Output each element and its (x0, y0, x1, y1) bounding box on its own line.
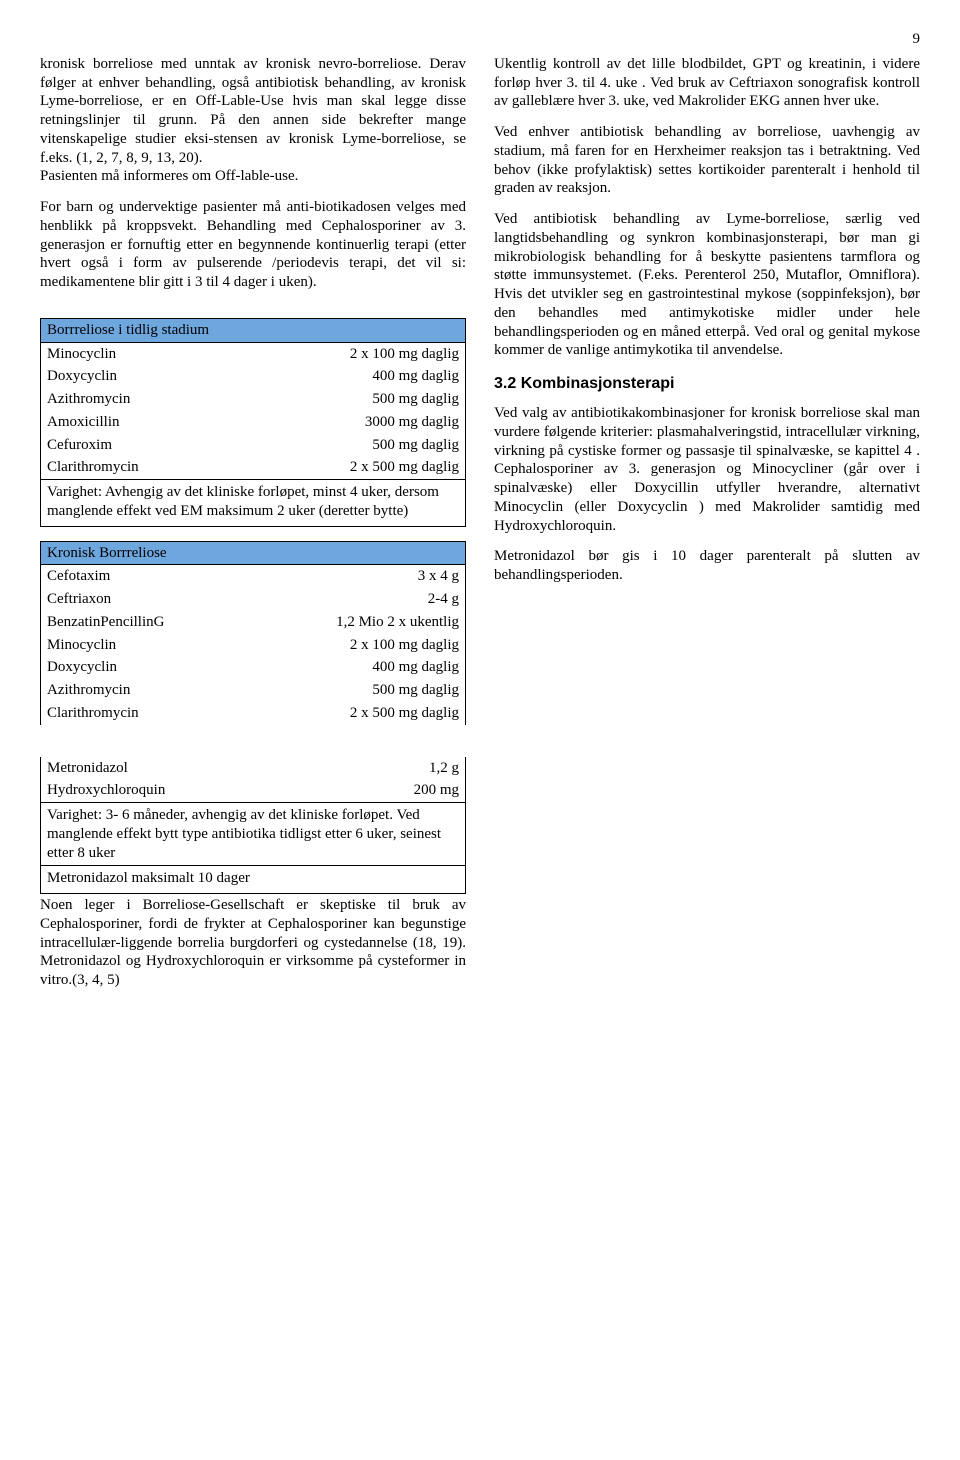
paragraph: Metronidazol bør gis i 10 dager parenter… (494, 547, 920, 585)
dosage-table: Metronidazol1,2 g Hydroxychloroquin200 m… (41, 757, 465, 892)
table-chronic: Kronisk Borrreliose Cefotaxim3 x 4 g Cef… (40, 541, 466, 725)
table-early-stage: Borrreliose i tidlig stadium Minocyclin2… (40, 318, 466, 527)
paragraph: Ukentlig kontroll av det lille blodbilde… (494, 55, 920, 111)
paragraph: Ved enhver antibiotisk behandling av bor… (494, 123, 920, 198)
table-row: Hydroxychloroquin200 mg (41, 779, 465, 802)
table-row: Metronidazol1,2 g (41, 757, 465, 780)
table-row: Minocyclin2 x 100 mg daglig (41, 634, 465, 657)
dosage-table: Minocyclin2 x 100 mg daglig Doxycyclin40… (41, 343, 465, 524)
table-row: Doxycyclin400 mg daglig (41, 365, 465, 388)
left-column: kronisk borreliose med unntak av kronisk… (40, 55, 466, 1002)
table-row: Minocyclin2 x 100 mg daglig (41, 343, 465, 366)
section-heading: 3.2 Kombinasjonsterapi (494, 374, 920, 394)
table-row: BenzatinPencillinG1,2 Mio 2 x ukentlig (41, 611, 465, 634)
table-header: Kronisk Borrreliose (41, 542, 465, 566)
table-row: Cefuroxim500 mg daglig (41, 434, 465, 457)
table-row: Cefotaxim3 x 4 g (41, 565, 465, 588)
table-row: Amoxicillin3000 mg daglig (41, 411, 465, 434)
right-column: Ukentlig kontroll av det lille blodbilde… (494, 55, 920, 1002)
table-row: Azithromycin500 mg daglig (41, 388, 465, 411)
table-note: Varighet: Avhengig av det kliniske forlø… (41, 480, 465, 524)
paragraph: Ved valg av antibiotikakombinasjoner for… (494, 404, 920, 535)
dosage-table: Cefotaxim3 x 4 g Ceftriaxon2-4 g Benzati… (41, 565, 465, 724)
two-column-layout: kronisk borreliose med unntak av kronisk… (40, 55, 920, 1002)
table-note: Varighet: 3- 6 måneder, avhengig av det … (41, 803, 465, 866)
paragraph: Noen leger i Borreliose-Gesellschaft er … (40, 896, 466, 990)
page-number: 9 (40, 30, 920, 49)
paragraph: For barn og undervektige pasienter må an… (40, 198, 466, 292)
table-row: Clarithromycin2 x 500 mg daglig (41, 702, 465, 725)
table-header: Borrreliose i tidlig stadium (41, 319, 465, 343)
paragraph: kronisk borreliose med unntak av kronisk… (40, 55, 466, 186)
table-addendum: Metronidazol1,2 g Hydroxychloroquin200 m… (40, 757, 466, 895)
table-row: Ceftriaxon2-4 g (41, 588, 465, 611)
table-row: Azithromycin500 mg daglig (41, 679, 465, 702)
table-note: Metronidazol maksimalt 10 dager (41, 866, 465, 891)
table-row: Clarithromycin2 x 500 mg daglig (41, 456, 465, 479)
paragraph: Ved antibiotisk behandling av Lyme-borre… (494, 210, 920, 360)
table-row: Doxycyclin400 mg daglig (41, 656, 465, 679)
